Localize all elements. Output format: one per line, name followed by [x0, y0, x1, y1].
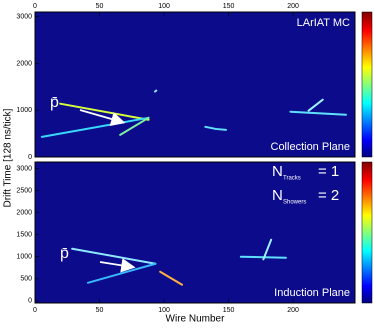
- hit-track: [71, 247, 157, 265]
- x-tick-label: 200: [287, 307, 299, 314]
- plane-label: Induction Plane: [274, 287, 350, 299]
- count-subscript: Tracks: [283, 176, 301, 182]
- arrow: [79, 109, 126, 126]
- y-tick-label: 2000: [16, 60, 32, 67]
- y-axis-label: Drift Time [128 ns/tick]: [3, 108, 14, 207]
- x-tick-label: 200: [287, 3, 299, 10]
- x-tick-label: 100: [158, 307, 170, 314]
- y-tick-label: 1000: [16, 107, 32, 114]
- x-tick-label: 0: [33, 307, 37, 314]
- x-tick-label: 150: [223, 3, 235, 10]
- y-tick-label: 0: [28, 154, 32, 161]
- y-tick-label: 1000: [16, 254, 32, 261]
- hit-track: [159, 270, 184, 286]
- x-axis-label: Wire Number: [166, 314, 226, 324]
- x-tick-label: 50: [96, 307, 104, 314]
- hit-track: [86, 262, 157, 284]
- count-value: = 1: [318, 163, 339, 180]
- hit-track: [307, 98, 324, 112]
- y-tick-label: 0: [28, 298, 32, 305]
- plane-label: Collection Plane: [271, 141, 351, 153]
- title: LArIAT MC: [297, 17, 350, 29]
- hit-track: [204, 125, 227, 131]
- y-tick-label: 1500: [16, 232, 32, 239]
- colorbar: [361, 11, 373, 158]
- x-tick-label: 50: [96, 3, 104, 10]
- count-symbol: N: [272, 163, 283, 180]
- induction-panel: [34, 161, 356, 304]
- arrow: [99, 258, 136, 273]
- collection-panel: [34, 11, 356, 158]
- y-tick-label: 2000: [16, 210, 32, 217]
- count-subscript: Showers: [283, 200, 306, 206]
- hit-track: [40, 116, 150, 138]
- y-tick-label: 2500: [16, 187, 32, 194]
- particle-label: p̄: [60, 245, 69, 262]
- y-tick-label: 500: [20, 276, 32, 283]
- hit-track: [59, 102, 150, 121]
- y-tick-label: 3000: [16, 165, 32, 172]
- x-tick-label: 150: [223, 307, 235, 314]
- colorbar: [361, 161, 373, 304]
- particle-label: p̄: [50, 94, 59, 111]
- x-tick-label: 100: [158, 3, 170, 10]
- hit-track: [289, 110, 347, 116]
- hit-track: [262, 238, 273, 261]
- count-value: = 2: [318, 187, 339, 204]
- x-tick-label: 0: [33, 3, 37, 10]
- y-tick-label: 3000: [16, 14, 32, 21]
- hit-track: [119, 116, 150, 136]
- count-symbol: N: [272, 187, 283, 204]
- hit-track: [154, 89, 158, 93]
